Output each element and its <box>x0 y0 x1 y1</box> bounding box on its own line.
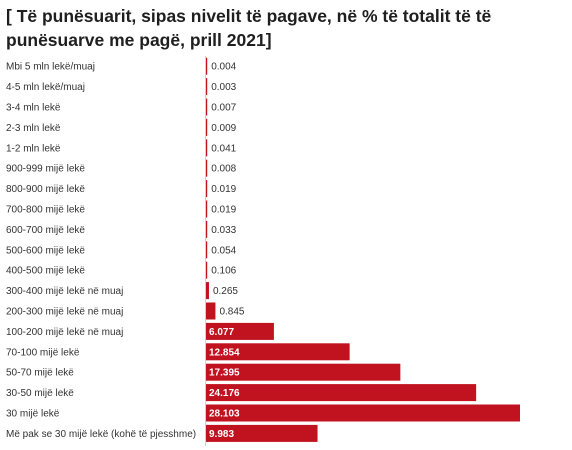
bar <box>206 241 208 259</box>
value-label: 0.041 <box>211 143 236 154</box>
value-label: 0.054 <box>211 245 236 256</box>
category-label: Mbi 5 mln lekë/muaj <box>6 62 95 73</box>
value-label: 0.845 <box>219 307 244 318</box>
bar <box>206 302 216 320</box>
value-label: 17.395 <box>209 368 240 379</box>
value-label: 9.983 <box>209 429 234 440</box>
value-label: 0.007 <box>211 103 236 114</box>
category-label: 900-999 mijë lekë <box>6 164 85 175</box>
value-label: 12.854 <box>209 347 240 358</box>
value-label: 0.009 <box>211 123 236 134</box>
value-label: 0.019 <box>211 184 236 195</box>
category-label: 3-4 mln lekë <box>6 103 61 114</box>
category-label: 300-400 mijë lekë në muaj <box>6 286 123 297</box>
bar <box>206 200 208 218</box>
bar <box>206 282 209 300</box>
category-label: 500-600 mijë lekë <box>6 245 85 256</box>
bar <box>206 220 208 238</box>
bar <box>206 404 520 422</box>
category-label: 1-2 mln lekë <box>6 143 61 154</box>
value-label: 0.004 <box>211 62 236 73</box>
bar <box>206 139 208 157</box>
bar <box>206 118 208 136</box>
category-label: 70-100 mijë lekë <box>6 347 80 358</box>
bar <box>206 424 318 442</box>
bar <box>206 98 208 116</box>
category-label: 30-50 mijë lekë <box>6 388 74 399</box>
bar <box>206 180 208 198</box>
value-label: 0.008 <box>211 164 236 175</box>
category-label: 50-70 mijë lekë <box>6 368 74 379</box>
category-label: 2-3 mln lekë <box>6 123 61 134</box>
bar <box>206 261 208 279</box>
category-label: 600-700 mijë lekë <box>6 225 85 236</box>
value-label: 0.019 <box>211 205 236 216</box>
category-label: 30 mijë lekë <box>6 409 60 420</box>
value-label: 0.003 <box>211 82 236 93</box>
bar <box>206 343 350 361</box>
bar <box>206 159 208 177</box>
value-label: 0.033 <box>211 225 236 236</box>
bar <box>206 363 401 381</box>
value-label: 0.106 <box>211 266 236 277</box>
value-label: 24.176 <box>209 388 240 399</box>
bar <box>206 384 477 402</box>
category-label: 400-500 mijë lekë <box>6 266 85 277</box>
value-label: 28.103 <box>209 409 240 420</box>
category-label: 200-300 mijë lekë në muaj <box>6 307 123 318</box>
bar <box>206 322 274 340</box>
category-label: Më pak se 30 mijë lekë (kohë të pjesshme… <box>6 429 196 440</box>
value-label: 0.265 <box>213 286 238 297</box>
category-label: 100-200 mijë lekë në muaj <box>6 327 123 338</box>
bar <box>206 57 208 75</box>
category-label: 700-800 mijë lekë <box>6 205 85 216</box>
category-label: 4-5 mln lekë/muaj <box>6 82 85 93</box>
category-label: 800-900 mijë lekë <box>6 184 85 195</box>
value-label: 6.077 <box>209 327 234 338</box>
chart-title: [ Të punësuarit, sipas nivelit të pagave… <box>6 6 492 50</box>
bar <box>206 78 208 96</box>
